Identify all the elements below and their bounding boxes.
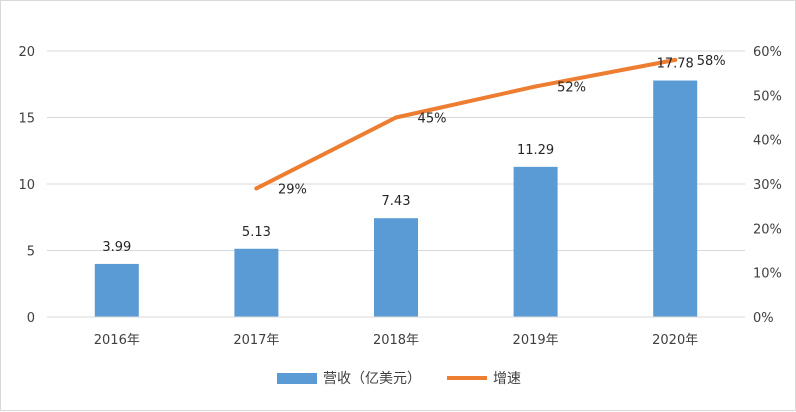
y-left-tick-label: 20 — [18, 45, 35, 60]
axes: 0 5 10 15 20 0% 10% 20% 30% 40% 50% 60% 2016年 2017年 20… — [18, 45, 781, 348]
growth-data-label: 29% — [278, 182, 307, 197]
x-tick-label: 2017年 — [233, 333, 279, 348]
y-left-tick-label: 10 — [18, 178, 35, 193]
x-tick-label: 2019年 — [513, 333, 559, 348]
x-tick-label: 2018年 — [373, 333, 419, 348]
y-left-tick-label: 15 — [18, 112, 35, 127]
growth-line-path — [254, 57, 678, 191]
growth-point — [254, 186, 259, 191]
bar — [234, 248, 279, 317]
y-right-tick-label: 30% — [753, 178, 782, 193]
x-tick-label: 2016年 — [94, 333, 140, 348]
growth-line — [254, 57, 678, 191]
data-labels: 3.99 5.13 7.43 11.29 17.78 29% 45% 52% 58% — [102, 54, 725, 255]
legend-swatch-revenue — [277, 372, 317, 384]
bar-data-label: 7.43 — [382, 194, 411, 209]
y-right-tick-label: 50% — [753, 89, 782, 104]
bar — [653, 80, 698, 317]
bar — [374, 218, 418, 317]
legend-label-growth: 增速 — [493, 371, 521, 387]
growth-point — [394, 115, 398, 120]
bar-data-label: 17.78 — [657, 57, 694, 72]
bar-data-label: 5.13 — [242, 225, 271, 240]
y-right-tick-label: 10% — [753, 267, 782, 282]
x-tick-label: 2020年 — [652, 333, 698, 348]
legend-label-revenue: 营收（亿美元） — [323, 371, 421, 387]
legend-swatch-growth — [447, 376, 487, 380]
growth-point — [533, 84, 538, 89]
y-right-tick-label: 20% — [753, 222, 782, 237]
legend-item-revenue: 营收（亿美元） — [277, 368, 421, 388]
y-left-tick-label: 0 — [27, 311, 35, 326]
y-right-tick-label: 0% — [753, 311, 774, 326]
y-left-tick-label: 5 — [27, 245, 35, 260]
y-right-tick-label: 40% — [753, 134, 782, 149]
bar — [94, 263, 139, 317]
growth-point — [673, 57, 678, 62]
bar — [513, 166, 558, 317]
legend: 营收（亿美元） 增速 — [1, 367, 796, 389]
bar-data-label: 11.29 — [517, 143, 554, 158]
growth-data-label: 52% — [557, 80, 586, 95]
growth-data-label: 45% — [418, 112, 447, 127]
bar-data-label: 3.99 — [102, 240, 131, 255]
growth-data-label: 58% — [697, 54, 726, 69]
legend-item-growth: 增速 — [447, 368, 521, 388]
revenue-bars — [94, 80, 698, 317]
y-right-tick-label: 60% — [753, 45, 782, 60]
